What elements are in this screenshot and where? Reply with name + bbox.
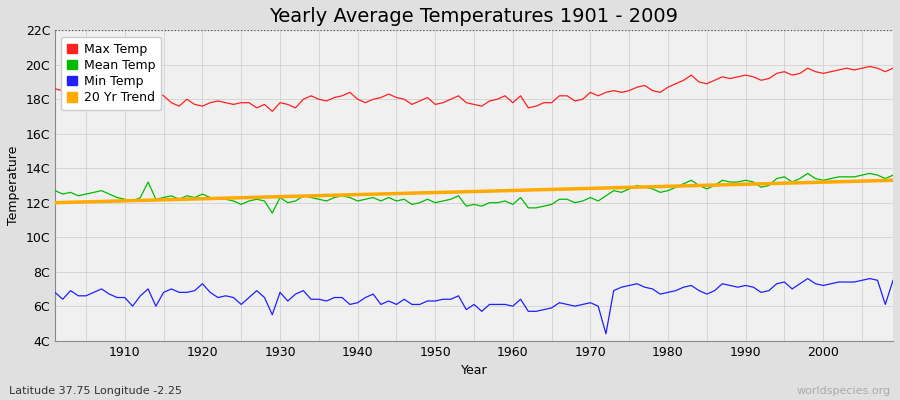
Y-axis label: Temperature: Temperature: [7, 146, 20, 225]
Text: Latitude 37.75 Longitude -2.25: Latitude 37.75 Longitude -2.25: [9, 386, 182, 396]
Text: worldspecies.org: worldspecies.org: [796, 386, 891, 396]
Legend: Max Temp, Mean Temp, Min Temp, 20 Yr Trend: Max Temp, Mean Temp, Min Temp, 20 Yr Tre…: [61, 36, 161, 110]
Title: Yearly Average Temperatures 1901 - 2009: Yearly Average Temperatures 1901 - 2009: [269, 7, 679, 26]
X-axis label: Year: Year: [461, 364, 487, 377]
